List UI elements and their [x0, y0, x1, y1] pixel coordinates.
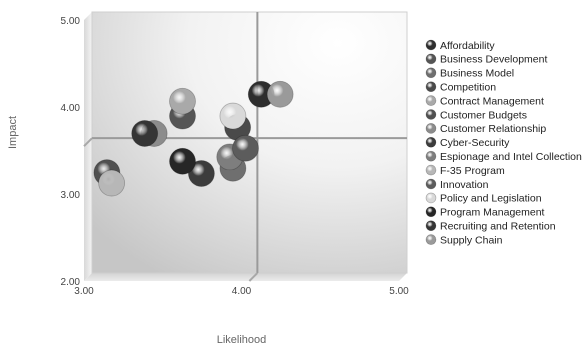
- quadrant-line-vertical-floor: [248, 272, 259, 282]
- y-tick-label: 4.00: [61, 103, 81, 114]
- legend-item[interactable]: Espionage and Intel Collection: [440, 151, 582, 163]
- legend-marker: [425, 53, 437, 65]
- legend-item[interactable]: Program Management: [440, 207, 545, 219]
- legend-marker: [425, 95, 437, 106]
- legend-item[interactable]: Business Development: [440, 54, 547, 66]
- legend-marker: [425, 164, 437, 176]
- x-tick-label: 4.00: [232, 286, 252, 297]
- bubble-f-35-program[interactable]: [98, 169, 126, 197]
- legend-item[interactable]: Business Model: [440, 68, 514, 80]
- bubble-recruiting-and-retention[interactable]: [131, 120, 159, 147]
- y-tick-label: 5.00: [61, 16, 81, 27]
- legend-marker: [425, 178, 437, 190]
- legend-item[interactable]: Policy and Legislation: [440, 193, 542, 205]
- x-tick-label: 3.00: [74, 286, 94, 297]
- y-axis-label: Impact: [7, 116, 19, 149]
- legend-item[interactable]: Cyber-Security: [440, 137, 510, 149]
- legend-marker: [425, 150, 437, 162]
- legend-marker: [425, 206, 437, 218]
- bubble-supply-chain[interactable]: [266, 80, 294, 108]
- bubble-cyber-security[interactable]: [187, 160, 215, 187]
- quadrant-line-horizontal-side: [83, 137, 93, 147]
- legend-marker: [425, 192, 437, 204]
- legend-item[interactable]: Customer Relationship: [440, 123, 546, 135]
- legend-marker: [425, 137, 437, 148]
- bubble-innovation[interactable]: [232, 134, 259, 162]
- legend-marker: [425, 220, 437, 231]
- bubble-policy-and-legislation[interactable]: [219, 102, 247, 130]
- y-tick-label: 2.00: [61, 277, 81, 288]
- legend-item[interactable]: F-35 Program: [440, 165, 505, 177]
- legend-marker: [425, 109, 437, 120]
- legend-item[interactable]: Affordability: [440, 40, 495, 52]
- x-axis-label: Likelihood: [217, 334, 267, 346]
- legend-item[interactable]: Competition: [440, 82, 496, 94]
- legend-marker: [425, 234, 437, 245]
- y-tick-label: 3.00: [61, 190, 81, 201]
- legend-item[interactable]: Supply Chain: [440, 234, 503, 246]
- legend-marker: [425, 67, 437, 79]
- plot-side-wall: [84, 12, 92, 281]
- bubble-contract-management[interactable]: [169, 87, 196, 115]
- bubble-program-management[interactable]: [169, 147, 196, 175]
- legend-marker: [425, 123, 437, 134]
- plot-floor: [84, 273, 407, 281]
- legend-item[interactable]: Recruiting and Retention: [440, 221, 556, 233]
- legend-item[interactable]: Innovation: [440, 179, 489, 191]
- legend-marker: [425, 81, 437, 92]
- legend-marker: [425, 39, 437, 51]
- legend-item[interactable]: Customer Budgets: [440, 109, 527, 121]
- x-tick-label: 5.00: [389, 286, 409, 297]
- legend-item[interactable]: Contract Management: [440, 95, 544, 107]
